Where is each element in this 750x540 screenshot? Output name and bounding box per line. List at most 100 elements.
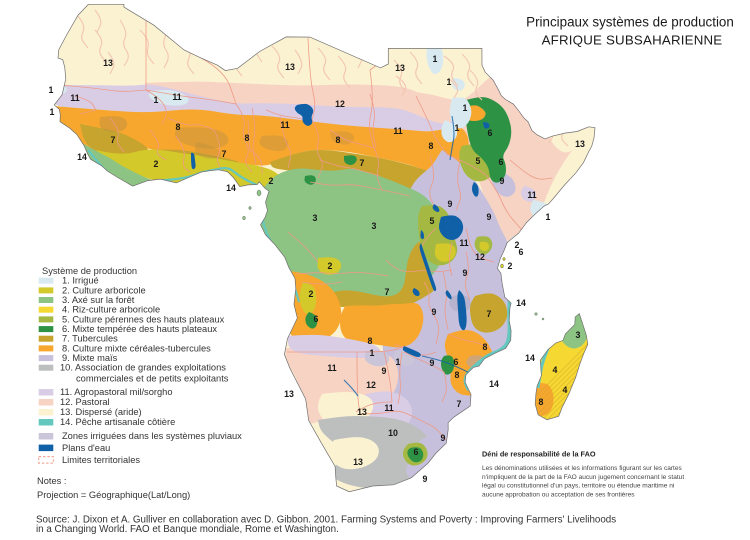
svg-text:Source: J. Dixon et A. Gullive: Source: J. Dixon et A. Gulliver en colla… [36,515,616,526]
svg-text:3: 3 [576,330,581,340]
svg-text:9: 9 [463,268,468,278]
svg-text:14. Pêche artisanale côtière: 14. Pêche artisanale côtière [60,417,175,427]
svg-text:12: 12 [335,99,345,109]
svg-text:6. Mixte tempérée des hauts pl: 6. Mixte tempérée des hauts plateaux [62,324,217,334]
svg-text:12: 12 [366,380,376,390]
svg-text:1: 1 [154,95,159,105]
svg-text:7: 7 [385,287,390,297]
svg-text:6: 6 [454,357,459,367]
svg-text:2: 2 [309,289,314,299]
svg-text:1: 1 [49,85,54,95]
svg-text:2: 2 [508,261,513,271]
svg-text:10: 10 [388,428,398,438]
svg-text:3: 3 [313,213,318,223]
svg-text:9: 9 [500,176,505,186]
svg-text:9: 9 [432,307,437,317]
svg-text:2: 2 [154,159,159,169]
svg-text:Les dénominations utilisées et: Les dénominations utilisées et les infor… [482,465,683,472]
svg-text:1. Irrigué: 1. Irrigué [62,276,99,286]
svg-text:14: 14 [525,353,535,363]
svg-text:1: 1 [50,107,55,117]
svg-text:1: 1 [433,54,438,64]
svg-text:Système de production: Système de production [42,266,137,276]
svg-text:8: 8 [245,133,250,143]
svg-text:8: 8 [483,342,488,352]
svg-text:9: 9 [487,212,492,222]
svg-text:8: 8 [368,336,373,346]
svg-text:2. Culture arboricole: 2. Culture arboricole [62,285,146,295]
svg-text:6: 6 [499,157,504,167]
svg-text:11: 11 [280,120,289,130]
svg-text:8: 8 [429,141,434,151]
svg-text:Notes :: Notes : [37,476,66,486]
svg-text:7: 7 [457,399,462,409]
svg-text:6: 6 [314,314,319,324]
svg-text:11. Agropastoral mil/sorgho: 11. Agropastoral mil/sorgho [60,387,172,397]
svg-text:8: 8 [336,135,341,145]
svg-text:9: 9 [441,433,446,443]
svg-text:11: 11 [172,92,181,102]
svg-text:7: 7 [111,135,116,145]
svg-text:13: 13 [353,457,363,467]
svg-text:Plans d'eau: Plans d'eau [62,443,110,453]
svg-text:11: 11 [70,93,79,103]
svg-text:1: 1 [370,348,375,358]
svg-text:1: 1 [463,103,468,113]
svg-text:Limites territoriales: Limites territoriales [62,455,140,465]
svg-text:8: 8 [176,122,181,132]
svg-text:13: 13 [285,62,295,72]
svg-text:11: 11 [327,363,336,373]
svg-text:9. Mixte maïs: 9. Mixte maïs [62,353,118,363]
svg-text:13: 13 [575,139,585,149]
svg-text:commerciales et de petits expl: commerciales et de petits exploitants [76,373,229,383]
svg-text:Principaux systèmes de product: Principaux systèmes de production [526,15,734,30]
svg-text:9: 9 [430,358,435,368]
svg-text:Projection = Géographique(Lat/: Projection = Géographique(Lat/Long) [37,490,190,500]
svg-text:5: 5 [430,216,435,226]
svg-text:11: 11 [384,403,393,413]
svg-text:6: 6 [414,447,419,457]
svg-text:1: 1 [447,77,452,87]
svg-text:légal ou constitutionnel d'un: légal ou constitutionnel d'un pays, terr… [482,483,675,490]
svg-text:Déni de responsabilité de la F: Déni de responsabilité de la FAO [482,450,596,459]
svg-text:13: 13 [357,407,367,417]
svg-text:7: 7 [360,158,365,168]
svg-text:13: 13 [395,63,405,73]
svg-text:9: 9 [448,199,453,209]
svg-text:AFRIQUE SUBSAHARIENNE: AFRIQUE SUBSAHARIENNE [542,33,723,48]
svg-text:14: 14 [77,152,87,162]
svg-text:n'impliquent de la part de la: n'impliquent de la part de la FAO aucun … [482,474,684,481]
svg-text:14: 14 [489,379,499,389]
svg-text:6: 6 [488,128,493,138]
svg-text:9: 9 [423,474,428,484]
svg-text:6: 6 [519,247,524,257]
svg-text:7: 7 [222,149,227,159]
svg-text:4. Riz-culture arboricole: 4. Riz-culture arboricole [62,305,160,315]
svg-text:14: 14 [226,183,236,193]
svg-text:5: 5 [476,156,481,166]
svg-text:10. Association de grandes exp: 10. Association de grandes exploitations [60,363,226,373]
svg-text:aucune approbation ou acceptat: aucune approbation ou acceptation de ses… [482,491,635,498]
svg-text:9: 9 [382,366,387,376]
svg-text:3. Axé sur la forêt: 3. Axé sur la forêt [62,295,135,305]
svg-text:1: 1 [455,123,460,133]
svg-text:7: 7 [487,309,492,319]
svg-text:2: 2 [328,261,333,271]
svg-text:13: 13 [103,58,113,68]
svg-text:1: 1 [546,212,551,222]
svg-text:12. Pastoral: 12. Pastoral [60,397,110,407]
svg-text:12: 12 [475,252,485,262]
svg-text:8. Culture mixte céréales-tube: 8. Culture mixte céréales-tubercules [62,343,211,353]
svg-text:11: 11 [459,238,468,248]
svg-text:3: 3 [372,221,377,231]
svg-text:13. Dispersé (aride): 13. Dispersé (aride) [60,407,142,417]
svg-text:4: 4 [563,385,568,395]
svg-text:2: 2 [269,176,274,186]
svg-text:2: 2 [515,240,520,250]
svg-text:in a Changing World. FAO et Ba: in a Changing World. FAO et Banque mondi… [36,524,339,535]
svg-text:Zones irriguées dans les systè: Zones irriguées dans les systèmes pluvia… [62,431,242,441]
svg-text:13: 13 [284,389,294,399]
svg-text:11: 11 [527,190,536,200]
svg-text:8: 8 [539,397,544,407]
svg-text:7. Tubercules: 7. Tubercules [62,334,118,344]
